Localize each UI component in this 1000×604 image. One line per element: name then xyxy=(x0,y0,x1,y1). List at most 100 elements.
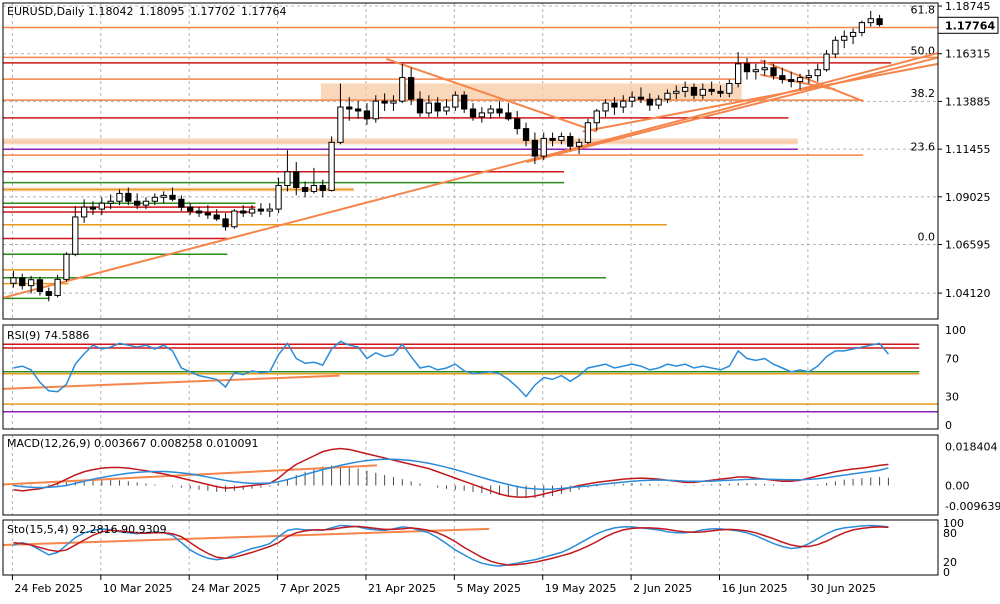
candle-body xyxy=(761,67,768,71)
candle-body xyxy=(284,171,291,187)
trendline xyxy=(526,56,939,163)
fib-level-label: 50.0 xyxy=(911,45,936,58)
sto-trendline xyxy=(2,527,490,547)
candle-body xyxy=(628,96,636,102)
candle-body xyxy=(690,86,698,96)
date-tick-label: 19 May 2025 xyxy=(545,582,617,595)
sto-pane-frame xyxy=(2,519,939,576)
candle-body xyxy=(708,88,715,92)
candle-body xyxy=(266,208,273,212)
sto-title: Sto(15,5,4) 92.2816 90.9309 xyxy=(7,523,167,536)
macd-pane-frame xyxy=(2,434,939,516)
candle-body xyxy=(293,171,300,188)
sto-tick-label: 100 xyxy=(943,517,964,530)
candle-body xyxy=(222,218,229,228)
candle-body xyxy=(45,291,52,296)
candle-body xyxy=(116,192,123,202)
candle-body xyxy=(487,108,494,114)
macd-pane xyxy=(2,447,889,499)
candle-body xyxy=(770,67,777,77)
candle-body xyxy=(319,185,326,191)
candle-body xyxy=(593,110,600,124)
main-pane-frame xyxy=(2,2,939,320)
candle-body xyxy=(151,196,158,202)
candle-body xyxy=(655,98,662,106)
candle-body xyxy=(876,18,883,26)
candle-body xyxy=(717,90,724,94)
price-tick-label: 1.06595 xyxy=(945,239,991,252)
date-tick-label: 16 Jun 2025 xyxy=(721,582,787,595)
candle-body xyxy=(637,96,645,100)
candle-body xyxy=(496,108,503,114)
candle-body xyxy=(788,79,795,83)
rsi-pane-frame xyxy=(2,324,939,430)
stochastic-pane xyxy=(2,524,889,567)
candle-body xyxy=(505,112,512,120)
candle-body xyxy=(204,212,212,216)
candle-body xyxy=(107,200,114,204)
candle-body xyxy=(681,86,689,92)
rsi-tick-label: 70 xyxy=(945,353,959,366)
candle-body xyxy=(98,202,105,210)
candle-body xyxy=(549,137,556,141)
ohlc-close: 1.17764 xyxy=(241,5,287,18)
candle-body xyxy=(434,102,441,112)
candle-body xyxy=(469,108,477,118)
candle-body xyxy=(10,277,17,284)
candle-body xyxy=(275,185,282,210)
candle-body xyxy=(646,98,653,106)
date-tick-label: 10 Mar 2025 xyxy=(103,582,173,595)
candle-body xyxy=(63,253,70,280)
candle-body xyxy=(858,22,866,33)
candle-body xyxy=(248,208,256,214)
candle-body xyxy=(796,77,804,83)
candle-body xyxy=(514,118,521,130)
candle-body xyxy=(416,98,424,114)
date-tick-label: 2 Jun 2025 xyxy=(633,582,692,595)
candle-body xyxy=(213,214,220,220)
candle-body xyxy=(346,106,353,110)
trendline xyxy=(582,62,939,133)
candle-body xyxy=(558,135,565,141)
macd-title: MACD(12,26,9) 0.003667 0.008258 0.010091 xyxy=(7,437,259,450)
ohlc-open: 1.18042 xyxy=(88,5,134,18)
sto-d-line xyxy=(13,525,889,566)
candle-body xyxy=(567,135,574,147)
candle-body xyxy=(125,192,132,202)
rsi-line xyxy=(13,340,890,398)
candle-body xyxy=(743,63,751,73)
candle-body xyxy=(726,82,733,94)
candle-body xyxy=(699,88,706,96)
date-tick-label: 24 Mar 2025 xyxy=(191,582,261,595)
candle-body xyxy=(187,206,194,212)
macd-tick-label: 0.018404 xyxy=(945,441,998,454)
candle-body xyxy=(178,198,185,208)
candle-body xyxy=(814,69,821,77)
candle-body xyxy=(89,206,97,210)
sto-tick-label: 80 xyxy=(943,527,957,540)
candle-body xyxy=(337,106,344,143)
candle-body xyxy=(134,200,141,206)
rsi-tick-label: 100 xyxy=(945,324,966,337)
trendline xyxy=(759,59,864,103)
candle-body xyxy=(540,137,547,157)
price-tick-label: 1.04120 xyxy=(945,287,991,300)
price-tick-label: 1.16315 xyxy=(945,48,991,61)
price-tick-label: 1.09025 xyxy=(945,191,991,204)
candle-body xyxy=(169,194,176,200)
macd-signal-line xyxy=(13,458,889,491)
date-tick-label: 30 Jun 2025 xyxy=(810,582,876,595)
date-tick-label: 21 Apr 2025 xyxy=(368,582,436,595)
candle-body xyxy=(142,200,150,206)
candle-body xyxy=(363,110,371,120)
date-tick-label: 7 Apr 2025 xyxy=(280,582,341,595)
macd-trendline xyxy=(2,464,378,486)
candle-body xyxy=(841,35,848,41)
candle-body xyxy=(19,277,26,287)
candle-body xyxy=(461,94,468,110)
candle-body xyxy=(452,94,459,108)
price-tick-label: 1.13885 xyxy=(945,95,991,108)
fib-level-label: 38.2 xyxy=(911,87,936,100)
